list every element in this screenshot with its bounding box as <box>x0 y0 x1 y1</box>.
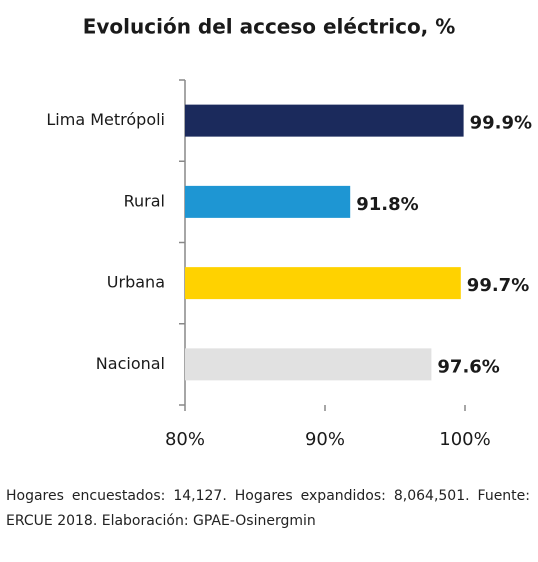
y-tick-label: Urbana <box>107 273 165 292</box>
value-label: 99.7% <box>467 275 529 296</box>
footnote: Hogares encuestados: 14,127. Hogares exp… <box>6 488 530 529</box>
y-tick-label: Rural <box>124 191 165 210</box>
value-label: 91.8% <box>356 194 418 215</box>
x-tick-label: 100% <box>439 429 490 450</box>
y-tick-label: Lima Metrópoli <box>46 110 165 129</box>
bar <box>185 267 461 300</box>
bar <box>185 104 464 137</box>
x-tick-label: 80% <box>165 429 205 450</box>
value-label: 97.6% <box>437 356 499 377</box>
y-tick-label: Nacional <box>96 354 165 373</box>
bar <box>185 185 351 218</box>
chart: Evolución del acceso eléctrico, % 80% 90%… <box>46 15 532 451</box>
chart-title: Evolución del acceso eléctrico, % <box>83 15 456 39</box>
value-label: 99.9% <box>470 113 532 134</box>
bar <box>185 348 432 381</box>
x-tick-label: 90% <box>305 429 345 450</box>
